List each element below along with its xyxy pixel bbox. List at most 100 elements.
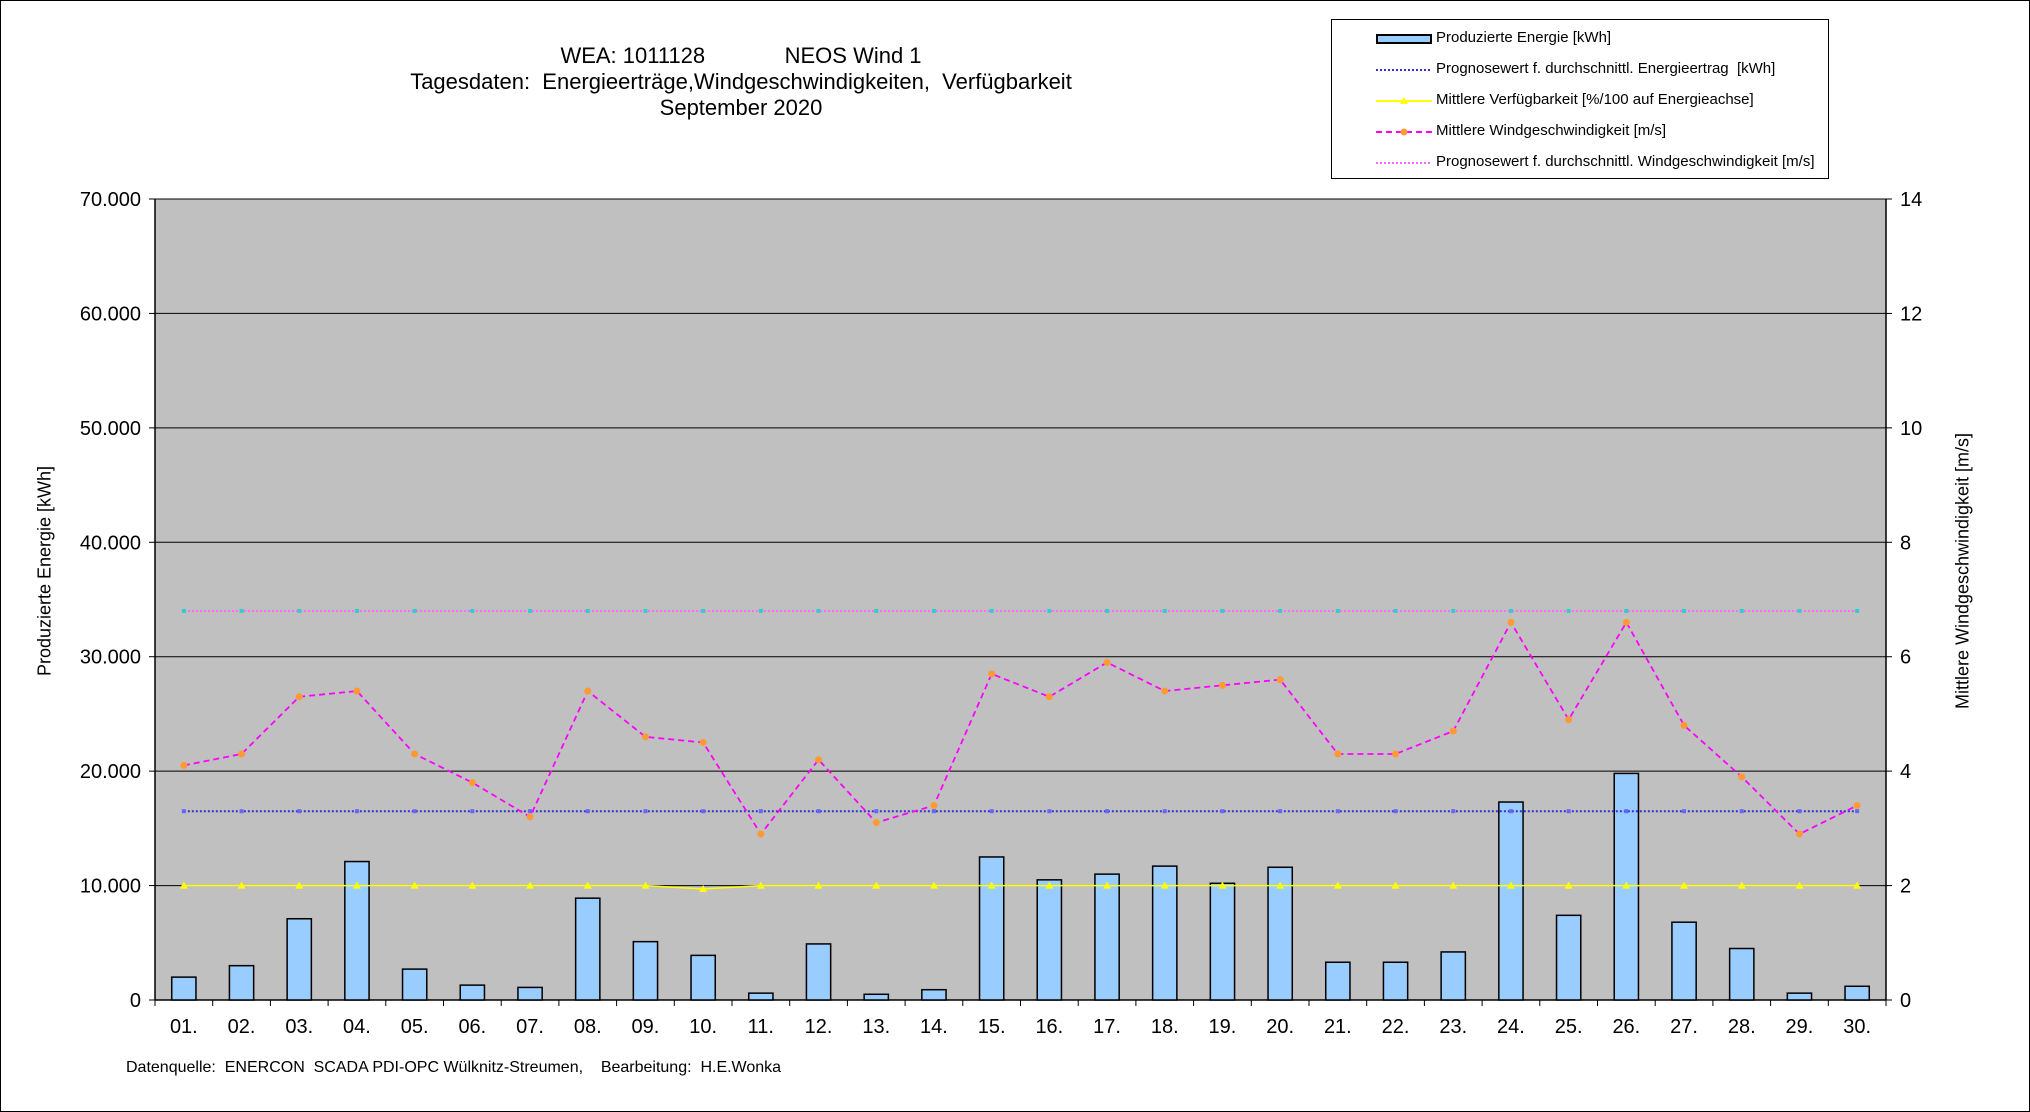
point-wind-forecast <box>989 608 994 613</box>
x-tick-label: 02. <box>228 1016 256 1038</box>
point-wind-speed <box>1853 801 1861 809</box>
x-tick-label: 17. <box>1093 1016 1121 1038</box>
y-right-tick-label: 8 <box>1900 532 1911 554</box>
point-wind-forecast <box>528 608 533 613</box>
point-wind-speed <box>526 813 534 821</box>
point-availability <box>929 881 938 889</box>
point-wind-forecast <box>354 608 359 613</box>
point-availability <box>583 881 592 889</box>
point-availability <box>1276 881 1285 889</box>
point-wind-speed <box>238 750 246 758</box>
point-wind-forecast <box>1278 608 1283 613</box>
point-wind-forecast <box>758 608 763 613</box>
point-availability <box>1622 881 1631 889</box>
point-availability <box>1737 881 1746 889</box>
point-availability <box>1680 881 1689 889</box>
x-tick-label: 21. <box>1324 1016 1352 1038</box>
point-availability <box>1391 881 1400 889</box>
y-left-tick-label: 30.000 <box>80 647 141 669</box>
x-tick-label: 01. <box>170 1016 198 1038</box>
point-wind-speed <box>1795 830 1803 838</box>
point-wind-forecast <box>1451 608 1456 613</box>
point-energy-forecast <box>1047 809 1052 814</box>
point-wind-forecast <box>1047 608 1052 613</box>
point-availability <box>410 881 419 889</box>
point-wind-speed <box>1161 687 1169 695</box>
point-wind-speed <box>930 801 938 809</box>
point-energy-forecast <box>412 809 417 814</box>
point-wind-forecast <box>1797 608 1802 613</box>
point-wind-speed <box>1680 721 1688 729</box>
x-tick-label: 29. <box>1786 1016 1814 1038</box>
bar-energy <box>863 993 890 1001</box>
x-tick-label: 25. <box>1555 1016 1583 1038</box>
x-tick-label: 27. <box>1670 1016 1698 1038</box>
y-left-tick-label: 60.000 <box>80 303 141 325</box>
point-energy-forecast <box>239 809 244 814</box>
y-right-tick-label: 10 <box>1900 418 1922 440</box>
bar-energy <box>1844 985 1871 1001</box>
y-right-tick-label: 14 <box>1900 189 1922 211</box>
y-right-tick-label: 0 <box>1900 990 1911 1012</box>
point-energy-forecast <box>1682 809 1687 814</box>
x-tick-label: 12. <box>805 1016 833 1038</box>
point-availability <box>1218 881 1227 889</box>
point-energy-forecast <box>643 809 648 814</box>
y-left-tick-label: 10.000 <box>80 876 141 898</box>
point-wind-speed <box>641 733 649 741</box>
point-wind-forecast <box>181 608 186 613</box>
point-availability <box>179 881 188 889</box>
x-tick-label: 11. <box>748 1016 774 1038</box>
point-wind-speed <box>1045 693 1053 701</box>
legend-item-availability: Mittlere Verfügbarkeit [%/100 auf Energi… <box>1332 86 1828 116</box>
legend-label-energy-forecast: Prognosewert f. durchschnittl. Energieer… <box>1436 60 1776 77</box>
point-availability <box>641 881 650 889</box>
x-tick-label: 20. <box>1266 1016 1294 1038</box>
bar-energy <box>1555 914 1582 1001</box>
point-availability <box>526 881 535 889</box>
point-wind-speed <box>815 756 823 764</box>
bar-energy <box>1094 873 1120 1001</box>
point-wind-forecast <box>1393 608 1398 613</box>
point-wind-forecast <box>701 608 706 613</box>
point-energy-forecast <box>1220 809 1225 814</box>
bar-energy <box>747 992 774 1001</box>
point-energy-forecast <box>701 809 706 814</box>
bar-energy <box>690 954 717 1001</box>
point-availability <box>237 881 246 889</box>
bar-energy <box>1209 882 1236 1001</box>
point-wind-forecast <box>816 608 821 613</box>
point-energy-forecast <box>1278 809 1283 814</box>
point-wind-speed <box>988 670 996 678</box>
point-wind-forecast <box>1624 608 1629 613</box>
x-tick-label: 04. <box>343 1016 371 1038</box>
point-wind-speed <box>1392 750 1400 758</box>
data-source-footer: Datenquelle: ENERCON SCADA PDI-OPC Wülkn… <box>126 1059 782 1076</box>
point-wind-forecast <box>297 608 302 613</box>
point-wind-speed <box>180 761 188 769</box>
point-availability <box>352 881 361 889</box>
point-availability <box>468 881 477 889</box>
y-left-tick-label: 0 <box>130 990 141 1012</box>
point-wind-speed <box>1449 727 1457 735</box>
plot-area <box>154 198 1887 1001</box>
point-wind-speed <box>295 693 303 701</box>
point-wind-forecast <box>931 608 936 613</box>
point-wind-forecast <box>1335 608 1340 613</box>
point-wind-forecast <box>239 608 244 613</box>
legend-label-energy: Produzierte Energie [kWh] <box>1436 29 1612 46</box>
point-wind-speed <box>1218 681 1226 689</box>
x-tick-label: 16. <box>1035 1016 1063 1038</box>
point-availability <box>987 881 996 889</box>
x-tick-label: 03. <box>285 1016 313 1038</box>
y-right-tick-label: 12 <box>1900 303 1922 325</box>
point-availability <box>1795 881 1804 889</box>
legend-label-availability: Mittlere Verfügbarkeit [%/100 auf Energi… <box>1436 91 1754 108</box>
point-availability <box>814 881 823 889</box>
point-wind-forecast <box>412 608 417 613</box>
point-wind-forecast <box>1566 608 1571 613</box>
bar-energy <box>1728 947 1755 1001</box>
point-availability <box>1333 881 1342 889</box>
x-tick-label: 15. <box>978 1016 1006 1038</box>
bar-energy <box>1267 866 1294 1001</box>
